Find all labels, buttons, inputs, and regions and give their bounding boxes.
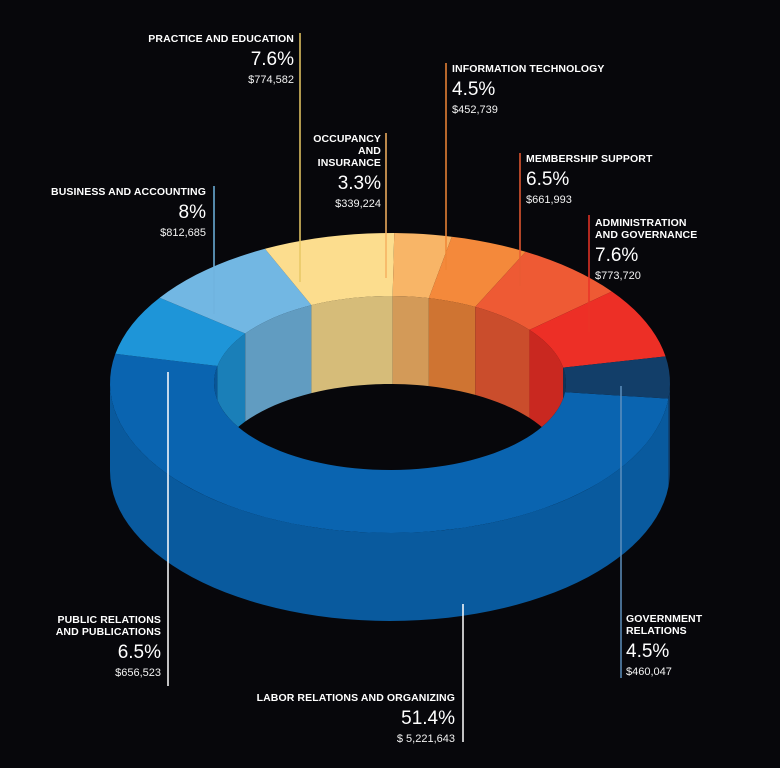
label-name: INFORMATION TECHNOLOGY [452,63,605,75]
ring-outer-wall [110,383,670,621]
slice-business-and-accounting [159,248,312,334]
slice-information-technology [428,236,526,307]
slice-government-relations [563,356,670,399]
ring-inner-wall [214,296,566,471]
outer-wall-government-relations [668,383,670,487]
label-name: MEMBERSHIP SUPPORT [526,153,653,165]
label-percent: 4.5% [452,79,496,100]
label-name: PUBLIC RELATIONS AND PUBLICATIONS [55,614,161,638]
label-percent: 4.5% [626,641,670,662]
label-membership-support: MEMBERSHIP SUPPORT 6.5% $661,993 [526,153,652,206]
label-information-technology: INFORMATION TECHNOLOGY 4.5% $452,739 [452,63,605,116]
slice-occupancy-and-insurance [392,233,452,299]
slice-administration-and-governance [529,291,666,368]
label-amount: $774,582 [248,74,294,86]
label-amount: $460,047 [626,666,672,678]
inner-wall-occupancy-and-insurance [392,296,429,387]
ring-top-surface [110,233,670,533]
slice-public-relations-and-publications [115,297,246,367]
outer-wall-labor-relations-and-organizizing [110,383,669,621]
label-name: GOVERNMENT RELATIONS [626,613,703,637]
slice-labor-relations-and-organizizing [110,353,669,533]
label-name: OCCUPANCY AND INSURANCE [313,133,381,169]
label-amount: $656,523 [115,667,161,679]
label-percent: 51.4% [401,708,455,729]
leader-lines [167,33,622,742]
inner-wall-membership-support [475,306,530,418]
label-labor-relations: LABOR RELATIONS AND ORGANIZING 51.4% $ 5… [257,692,455,745]
label-public-relations: PUBLIC RELATIONS AND PUBLICATIONS 6.5% $… [56,614,161,679]
label-name: ADMINISTRATION AND GOVERNANCE [595,217,698,241]
label-amount: $452,739 [452,104,498,116]
label-percent: 3.3% [337,173,381,194]
label-name: PRACTICE AND EDUCATION [148,33,294,45]
slice-practice-and-education [264,233,395,306]
label-business-accounting: BUSINESS AND ACCOUNTING 8% $812,685 [51,186,206,239]
label-percent: 6.5% [526,169,570,190]
label-amount: $ 5,221,643 [396,733,455,745]
label-amount: $339,224 [335,198,381,210]
label-percent: 8% [178,202,206,223]
label-practice-education: PRACTICE AND EDUCATION 7.6% $774,582 [148,33,294,86]
slice-membership-support [475,251,612,330]
label-amount: $812,685 [160,227,206,239]
inner-wall-information-technology [428,298,476,395]
inner-wall-business-and-accounting [245,305,312,422]
label-amount: $773,720 [595,270,641,282]
label-percent: 7.6% [250,49,294,70]
label-administration-governance: ADMINISTRATION AND GOVERNANCE 7.6% $773,… [595,217,697,282]
label-name: LABOR RELATIONS AND ORGANIZING [256,692,455,704]
label-occupancy-insurance: OCCUPANCY AND INSURANCE 3.3% $339,224 [313,133,381,210]
label-percent: 7.6% [595,245,639,266]
label-amount: $661,993 [526,194,572,206]
label-government-relations: GOVERNMENT RELATIONS 4.5% $460,047 [626,613,702,678]
label-name: BUSINESS AND ACCOUNTING [51,186,206,198]
inner-wall-practice-and-education [311,296,393,394]
label-percent: 6.5% [117,642,161,663]
